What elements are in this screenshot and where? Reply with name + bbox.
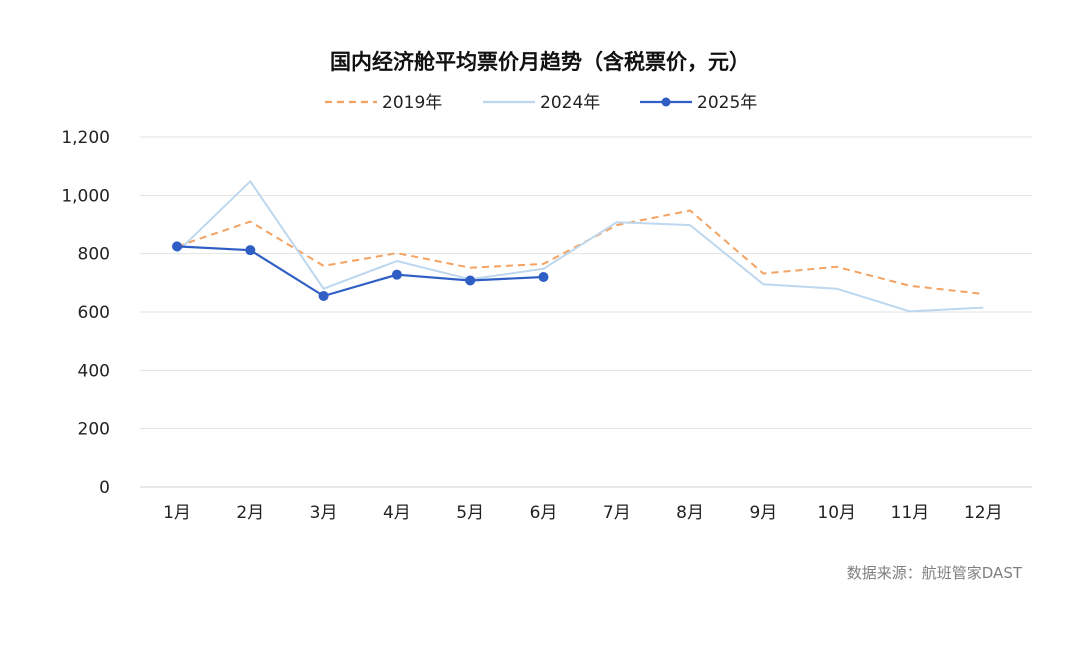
series-line-2025年 [176,245,544,298]
x-axis: 1月 2月 3月 4月 5月 6月 7月 8月 9月 10月 11月 12月 [163,503,1003,523]
legend-marker [661,97,671,107]
y-tick-label: 400 [78,361,110,381]
data-point [391,269,402,280]
x-tick-label: 8月 [676,503,704,523]
data-point [465,275,476,286]
data-point [318,290,329,301]
grid [140,136,1032,488]
x-tick-label: 4月 [383,503,411,523]
series-line-2024年 [176,180,984,313]
x-tick-label: 11月 [891,503,930,523]
data-point [172,241,182,252]
x-tick-label: 12月 [964,503,1003,523]
y-tick-label: 600 [78,303,110,323]
legend: 2019年 2024年 2025年 [325,93,757,113]
x-tick-label: 1月 [163,503,191,523]
legend-label: 2025年 [697,93,757,113]
x-tick-label: 6月 [530,503,558,523]
y-axis: 0 200 400 600 800 1,000 1,200 [61,128,110,498]
data-point [538,272,549,282]
data-point [245,245,256,256]
series-group [172,180,984,313]
legend-label: 2019年 [382,93,442,113]
x-tick-label: 10月 [817,503,856,523]
y-tick-label: 1,000 [61,186,110,206]
y-tick-label: 800 [78,245,110,265]
x-tick-label: 2月 [236,503,264,523]
y-tick-label: 200 [78,420,110,440]
chart-title: 国内经济舱平均票价月趋势（含税票价，元） [330,50,750,74]
y-tick-label: 1,200 [61,128,110,148]
x-tick-label: 7月 [603,503,631,523]
source-note: 数据来源：航班管家DAST [847,564,1023,582]
x-tick-label: 3月 [310,503,338,523]
series-line-2019年 [176,209,984,295]
legend-label: 2024年 [540,93,600,113]
x-tick-label: 9月 [749,503,777,523]
y-tick-label: 0 [99,478,110,498]
x-tick-label: 5月 [456,503,484,523]
